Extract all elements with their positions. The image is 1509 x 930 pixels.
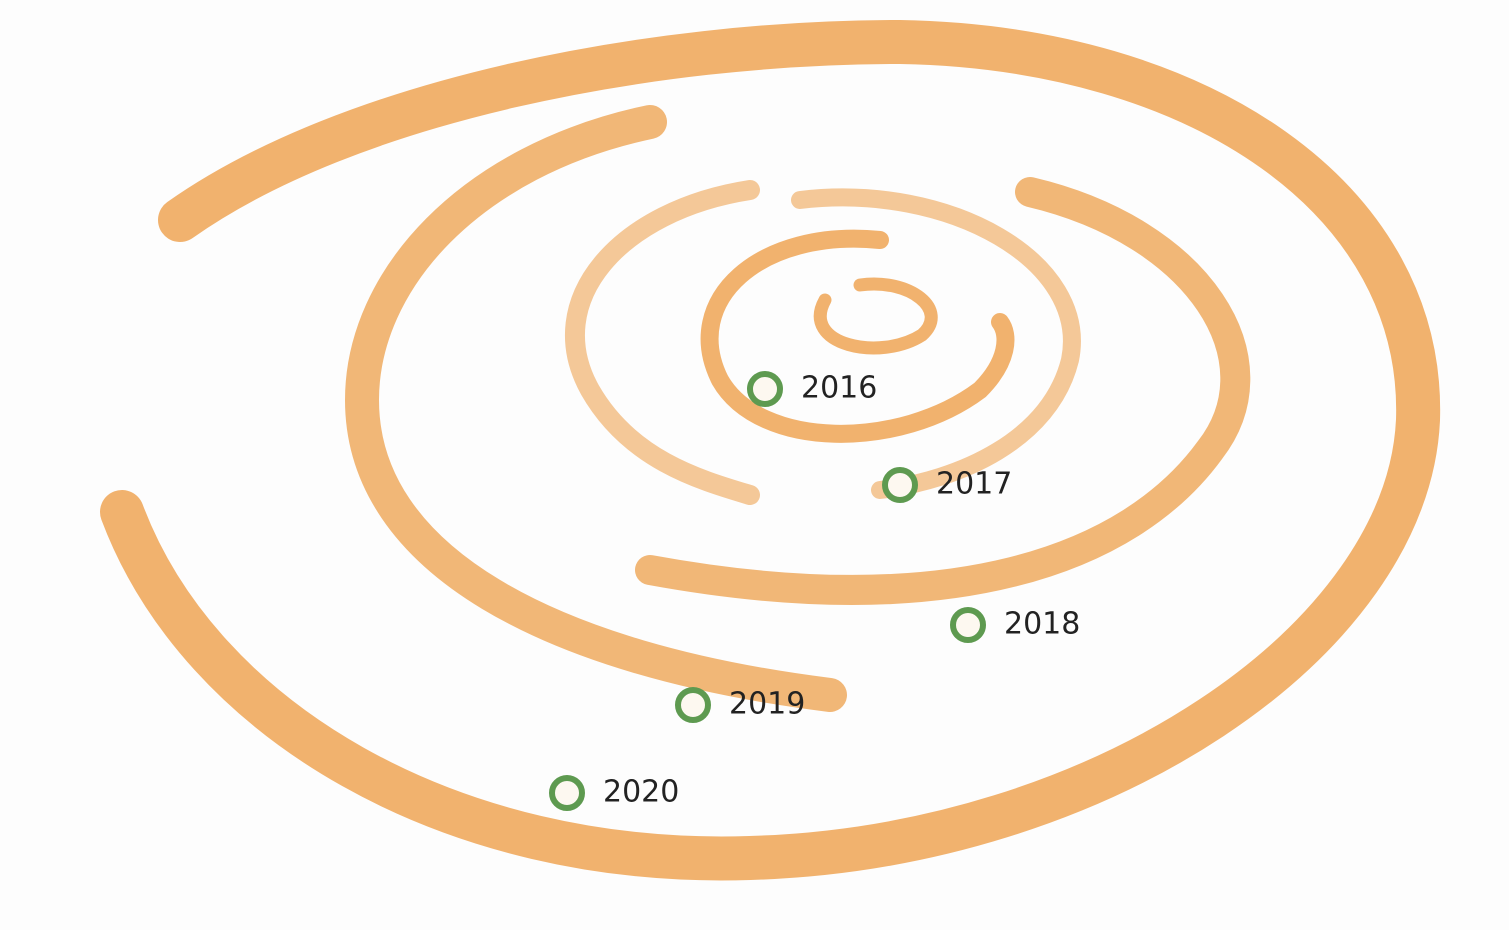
brush-stroke [700, 229, 1015, 443]
year-label: 2016 [801, 371, 877, 406]
year-marker [549, 775, 585, 811]
year-label: 2017 [936, 467, 1012, 502]
year-marker [675, 687, 711, 723]
brush-stroke [813, 277, 938, 355]
markers: 2016 2017 2018 2019 2020 [549, 371, 1080, 811]
year-marker [882, 467, 918, 503]
brush-stroke [100, 19, 1441, 881]
year-label: 2019 [729, 687, 805, 722]
brush-stroke [635, 177, 1251, 605]
brush-stroke [564, 180, 760, 505]
year-label: 2020 [603, 775, 679, 810]
year-marker [747, 371, 783, 407]
year-label: 2018 [1004, 607, 1080, 642]
spiral [100, 19, 1441, 881]
brush-stroke [344, 105, 847, 712]
brush-stroke [791, 188, 1081, 499]
year-marker [950, 607, 986, 643]
